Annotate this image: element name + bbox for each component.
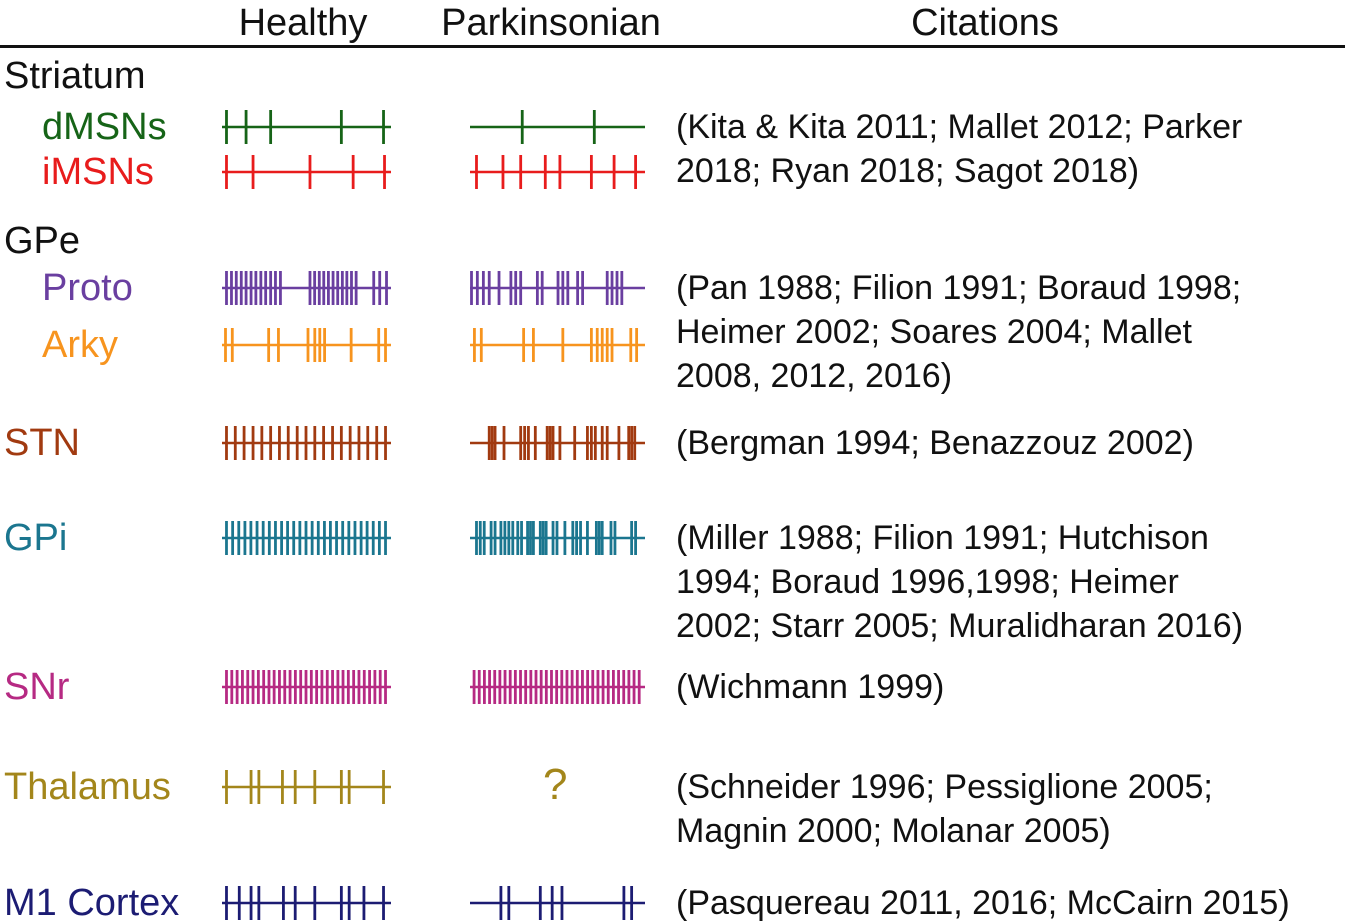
spike-train-proto-parkinsonian: [470, 268, 645, 308]
row-label-proto: Proto: [42, 267, 133, 309]
citation-line: (Miller 1988; Filion 1991; Hutchison: [676, 519, 1209, 557]
citation-line: (Bergman 1994; Benazzouz 2002): [676, 424, 1194, 462]
citation-line: (Kita & Kita 2011; Mallet 2012; Parker: [676, 108, 1243, 146]
citation-line: (Pasquereau 2011, 2016; McCairn 2015): [676, 884, 1290, 922]
citation-stn_sec: (Bergman 1994; Benazzouz 2002): [676, 421, 1194, 465]
spike-train-thalamus-healthy: [222, 767, 391, 807]
row-label-dmsns: dMSNs: [42, 106, 167, 148]
row-label-gpi: GPi: [4, 517, 68, 559]
header-rule: [0, 45, 1345, 48]
citation-line: (Pan 1988; Filion 1991; Boraud 1998;: [676, 269, 1242, 307]
citation-striatum: (Kita & Kita 2011; Mallet 2012; Parker 20…: [676, 105, 1242, 193]
spike-train-dmsns-healthy: [222, 107, 391, 147]
spike-train-stn-parkinsonian: [470, 423, 645, 463]
row-label-arky: Arky: [42, 324, 118, 366]
spike-train-gpi-parkinsonian: [470, 518, 645, 558]
spike-train-gpi-healthy: [222, 518, 391, 558]
spike-train-m1-healthy: [222, 883, 391, 923]
row-label-thalamus: Thalamus: [4, 766, 171, 808]
citation-line: 2002; Starr 2005; Muralidharan 2016): [676, 607, 1244, 645]
citation-gpi_sec: (Miller 1988; Filion 1991; Hutchison 1994…: [676, 516, 1243, 648]
spike-train-snr-healthy: [222, 667, 391, 707]
citation-m1_sec: (Pasquereau 2011, 2016; McCairn 2015): [676, 881, 1290, 923]
spike-train-stn-healthy: [222, 423, 391, 463]
citation-line: 1994; Boraud 1996,1998; Heimer: [676, 563, 1179, 601]
citation-line: 2018; Ryan 2018; Sagot 2018): [676, 152, 1140, 190]
row-label-snr: SNr: [4, 666, 70, 708]
spike-train-m1-parkinsonian: [470, 883, 645, 923]
citation-snr_sec: (Wichmann 1999): [676, 665, 944, 709]
spike-train-imsns-healthy: [222, 152, 391, 192]
citation-line: Heimer 2002; Soares 2004; Mallet: [676, 313, 1192, 351]
unknown-question-mark-thalamus: ?: [543, 760, 568, 809]
citation-line: (Wichmann 1999): [676, 668, 945, 706]
citation-line: (Schneider 1996; Pessiglione 2005;: [676, 768, 1213, 806]
spike-train-arky-parkinsonian: [470, 325, 645, 365]
spike-train-arky-healthy: [222, 325, 391, 365]
citation-line: 2008, 2012, 2016): [676, 357, 953, 395]
column-header-parkinsonian: Parkinsonian: [441, 2, 661, 44]
column-header-healthy: Healthy: [238, 2, 368, 44]
row-label-stn: STN: [4, 422, 80, 464]
spike-train-proto-healthy: [222, 268, 391, 308]
section-title-striatum: Striatum: [4, 55, 146, 97]
row-label-m1: M1 Cortex: [4, 882, 180, 923]
citation-line: Magnin 2000; Molanar 2005): [676, 812, 1111, 850]
column-header-citations: Citations: [911, 2, 1059, 44]
spike-train-imsns-parkinsonian: [470, 152, 645, 192]
citation-thalamus_sec: (Schneider 1996; Pessiglione 2005; Magnin…: [676, 765, 1213, 853]
spike-train-dmsns-parkinsonian: [470, 107, 645, 147]
citation-gpe: (Pan 1988; Filion 1991; Boraud 1998; Heim…: [676, 266, 1241, 398]
row-label-imsns: iMSNs: [42, 151, 154, 193]
section-title-gpe: GPe: [4, 220, 81, 262]
spike-train-snr-parkinsonian: [470, 667, 645, 707]
